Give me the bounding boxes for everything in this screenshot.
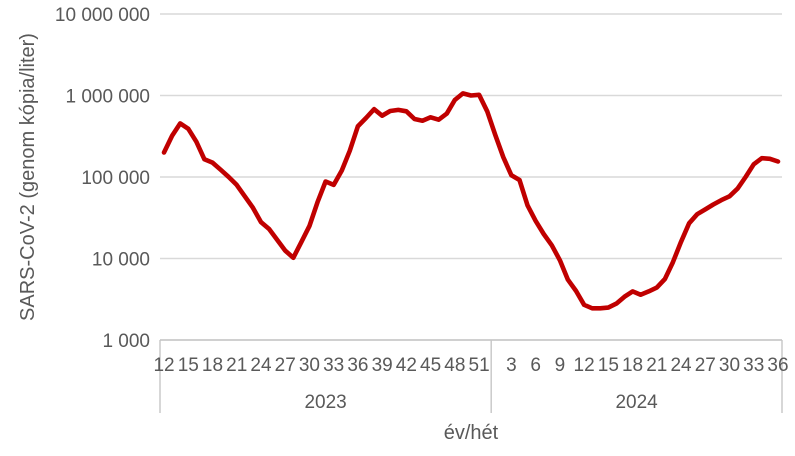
x-axis-title: év/hét [444, 422, 499, 444]
x-tick-label: 12 [153, 355, 174, 376]
x-tick-label: 21 [646, 355, 667, 376]
x-tick-label: 27 [695, 355, 716, 376]
data-line-sars-cov-2 [161, 91, 781, 311]
x-tick-label: 30 [719, 355, 740, 376]
x-tick-label: 15 [598, 355, 619, 376]
x-tick-label: 3 [506, 355, 517, 376]
y-tick-label: 10 000 000 [55, 5, 150, 26]
x-tick-label: 15 [178, 355, 199, 376]
x-tick-label: 39 [372, 355, 393, 376]
x-tick-label: 24 [670, 355, 692, 376]
x-tick-label: 36 [767, 355, 788, 376]
x-tick-label: 42 [396, 355, 417, 376]
x-tick-label: 27 [275, 355, 296, 376]
y-axis-title: SARS-CoV-2 (genom kópia/liter) [17, 33, 39, 321]
year-label: 2023 [304, 392, 346, 413]
x-tick-label: 21 [226, 355, 247, 376]
year-label: 2024 [615, 392, 658, 413]
y-tick-label: 10 000 [92, 250, 150, 271]
x-tick-label: 33 [323, 355, 344, 376]
x-tick-label: 12 [574, 355, 595, 376]
x-tick-label: 36 [347, 355, 368, 376]
x-tick-label: 45 [420, 355, 441, 376]
x-tick-label: 9 [555, 355, 566, 376]
x-tick-label: 51 [469, 355, 490, 376]
x-tick-label: 48 [444, 355, 465, 376]
x-tick-label: 33 [743, 355, 764, 376]
x-tick-label: 24 [250, 355, 272, 376]
y-tick-label: 100 000 [81, 168, 150, 189]
y-tick-label: 1 000 [102, 331, 150, 352]
x-tick-label: 18 [622, 355, 643, 376]
x-tick-label: 6 [530, 355, 541, 376]
x-tick-label: 30 [299, 355, 320, 376]
x-tick-label: 18 [202, 355, 223, 376]
y-tick-label: 1 000 000 [65, 87, 150, 108]
